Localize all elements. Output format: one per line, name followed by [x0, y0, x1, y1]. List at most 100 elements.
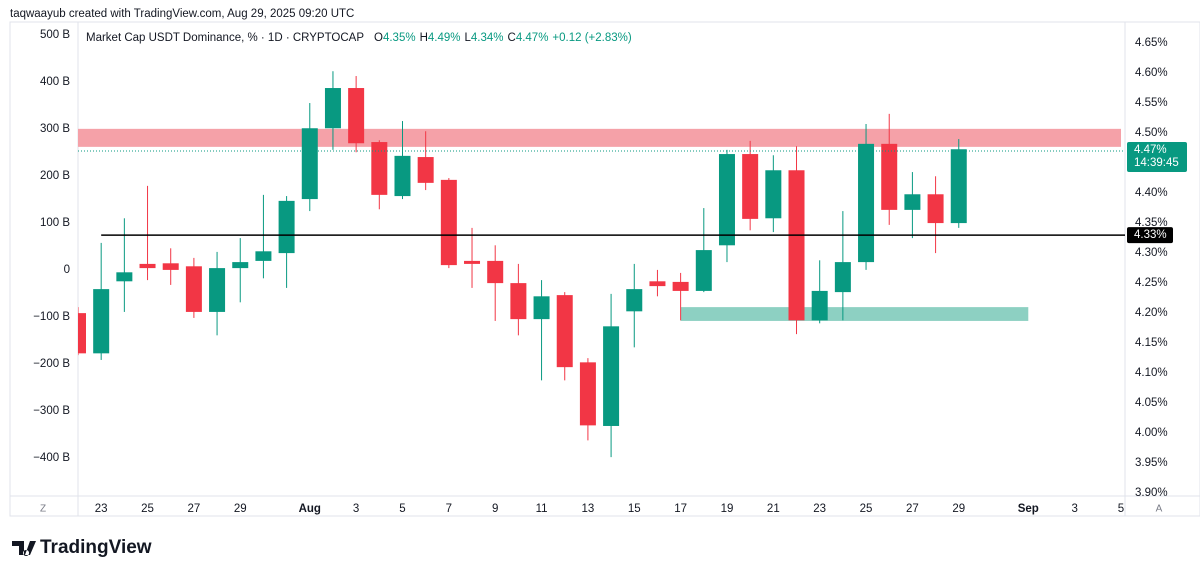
x-tick-label: 11 — [536, 503, 548, 515]
axis-button: Z — [40, 504, 46, 515]
legend-value: 4.47% — [516, 32, 549, 44]
candle-body — [417, 157, 434, 183]
y-tick-label: 3.90% — [1135, 487, 1168, 499]
candle-body — [718, 154, 735, 246]
y2-tick-label: 200 B — [40, 170, 70, 182]
x-tick-label: 23 — [95, 503, 108, 515]
candle-body — [695, 250, 712, 291]
candle-body — [834, 262, 851, 293]
candle-body — [255, 251, 272, 261]
candle-body — [510, 283, 527, 320]
x-tick-label: 21 — [767, 503, 780, 515]
y-tick-label: 4.40% — [1135, 187, 1168, 199]
x-tick-label: 23 — [813, 503, 826, 515]
candle-body — [556, 295, 573, 368]
legend-value: 4.34% — [471, 32, 504, 44]
candle-body — [579, 362, 596, 426]
x-tick-label: 5 — [1118, 503, 1124, 515]
candle-body — [394, 155, 411, 197]
candle-body — [533, 296, 550, 320]
legend-key: H — [420, 32, 428, 44]
legend-key: O — [374, 32, 383, 44]
candle-body — [301, 128, 318, 200]
candle-body — [858, 143, 875, 263]
x-tick-label: 27 — [906, 503, 919, 515]
candle-body — [649, 281, 666, 287]
candle-body — [788, 170, 805, 321]
candle-body — [278, 200, 295, 254]
brand-logo: TradingView — [12, 537, 152, 558]
y-tick-label: 3.95% — [1135, 457, 1168, 469]
x-tick-label: 3 — [353, 503, 359, 515]
x-tick-label: 25 — [860, 503, 873, 515]
candle-body — [116, 272, 133, 282]
y-tick-label: 4.30% — [1135, 247, 1168, 259]
y2-tick-label: 100 B — [40, 217, 70, 229]
y2-tick-label: 400 B — [40, 76, 70, 88]
legend-key: C — [508, 32, 516, 44]
candle-body — [185, 266, 202, 312]
y-tick-label: 4.60% — [1135, 67, 1168, 79]
candle-body — [78, 313, 86, 354]
candle-body — [324, 88, 341, 129]
candle-body — [811, 290, 828, 321]
y-tick-label: 4.00% — [1135, 427, 1168, 439]
legend-value: 4.35% — [383, 32, 416, 44]
y-tick-label: 4.35% — [1135, 217, 1168, 229]
brand: TradingView — [40, 537, 152, 558]
y2-tick-label: 0 — [64, 264, 70, 276]
axis-button: A — [1156, 504, 1163, 515]
x-tick-label: 29 — [952, 503, 965, 515]
candle-body — [672, 281, 689, 291]
y-tick-label: 4.20% — [1135, 307, 1168, 319]
y-tick-label: 4.65% — [1135, 37, 1168, 49]
x-tick-label: Sep — [1018, 503, 1039, 515]
candle-body — [464, 260, 481, 264]
last-price-label: 4.47% — [1134, 144, 1167, 156]
candle-body — [603, 326, 620, 426]
y-tick-label: 4.10% — [1135, 367, 1168, 379]
last-price-tag — [1127, 142, 1187, 173]
candle-body — [950, 149, 967, 224]
candle-body — [232, 262, 249, 269]
chart-frame — [9, 21, 1200, 517]
candle-body — [927, 194, 944, 224]
y2-tick-label: −400 B — [33, 452, 70, 464]
candle-body — [93, 289, 110, 354]
candle-body — [487, 260, 504, 284]
x-tick-label: 5 — [399, 503, 405, 515]
plot-area — [78, 71, 1125, 458]
zone — [680, 307, 1029, 321]
y-tick-label: 4.15% — [1135, 337, 1168, 349]
y2-tick-label: −100 B — [33, 311, 70, 323]
candle-body — [139, 263, 156, 269]
candle-body — [765, 170, 782, 219]
candle-body — [742, 154, 759, 219]
credit: taqwaayub created with TradingView.com, … — [10, 8, 354, 20]
x-tick-label: 27 — [187, 503, 200, 515]
candle-body — [162, 263, 179, 270]
legend-value: 4.49% — [428, 32, 461, 44]
y-tick-label: 4.50% — [1135, 127, 1168, 139]
y-tick-label: 4.25% — [1135, 277, 1168, 289]
legend: Market Cap USDT Dominance, % · 1D · CRYP… — [86, 32, 632, 44]
zone — [78, 128, 1121, 147]
x-tick-label: 17 — [674, 503, 687, 515]
y2-tick-label: −200 B — [33, 358, 70, 370]
y2-tick-label: 300 B — [40, 123, 70, 135]
legend-change: +0.12 (+2.83%) — [552, 32, 631, 44]
x-tick-label: 3 — [1071, 503, 1077, 515]
legend-key: L — [464, 32, 471, 44]
x-tick-label: 25 — [141, 503, 154, 515]
x-tick-label: 19 — [721, 503, 734, 515]
candle-body — [881, 143, 898, 210]
x-tick-label: 15 — [628, 503, 641, 515]
candle-body — [348, 88, 365, 144]
candle-body — [440, 179, 457, 266]
x-tick-label: Aug — [299, 503, 321, 515]
y-tick-label: 4.55% — [1135, 97, 1168, 109]
x-tick-label: 29 — [234, 503, 247, 515]
x-tick-label: 9 — [492, 503, 498, 515]
x-tick-label: 7 — [446, 503, 452, 515]
